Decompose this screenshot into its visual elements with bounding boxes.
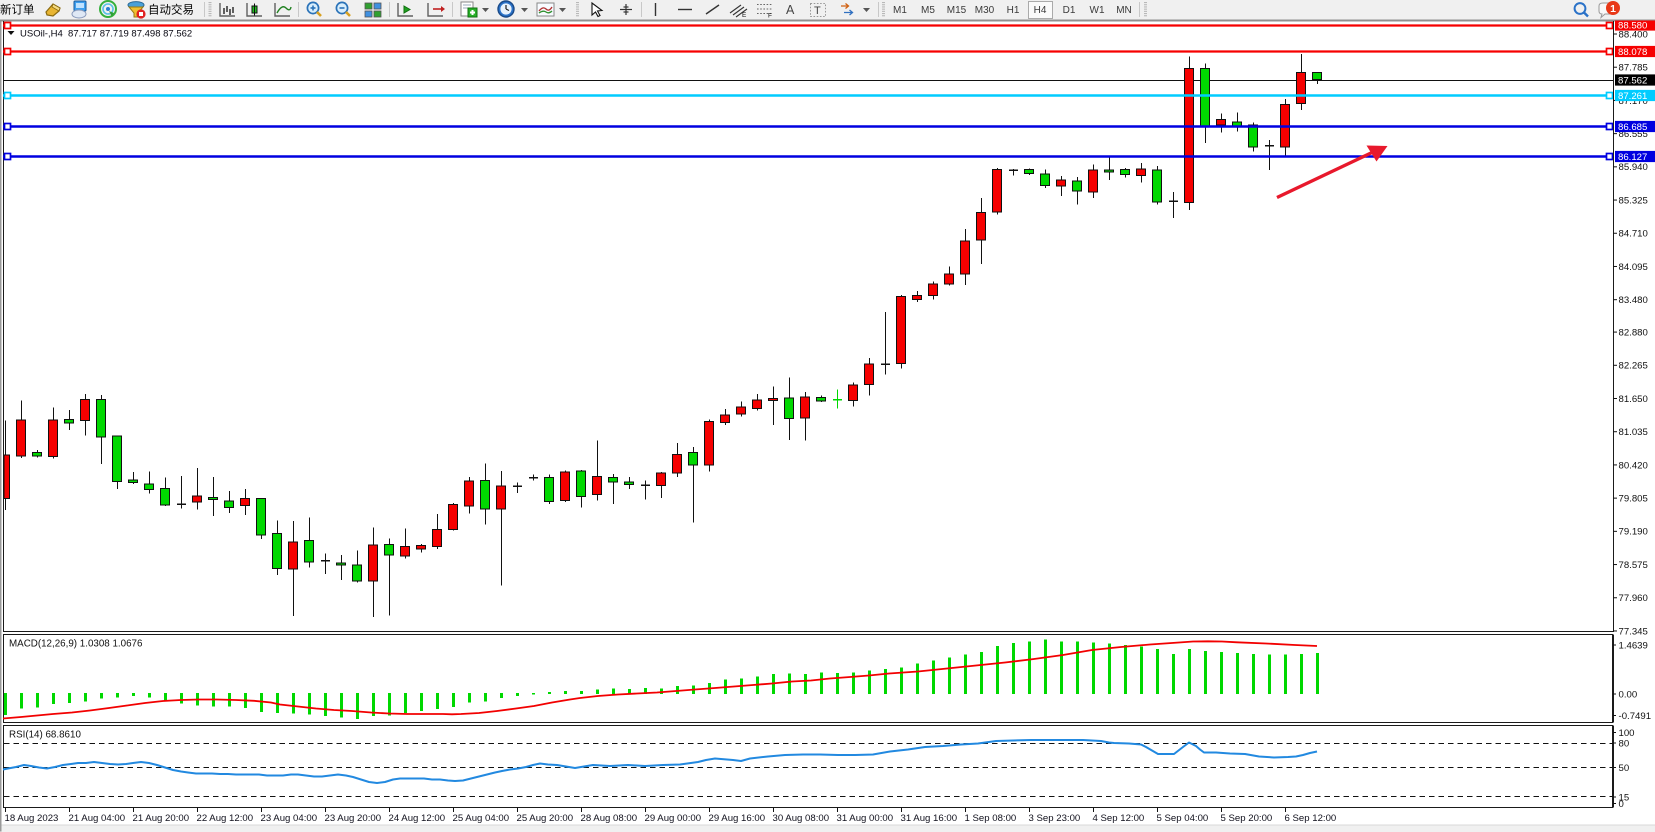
svg-text:M1: M1: [893, 5, 907, 16]
svg-text:6 Sep 12:00: 6 Sep 12:00: [1285, 813, 1337, 824]
svg-text:M30: M30: [975, 5, 995, 16]
svg-text:4 Sep 12:00: 4 Sep 12:00: [1093, 813, 1145, 824]
svg-text:H4: H4: [1034, 5, 1047, 16]
svg-text:RSI(14) 68.8610: RSI(14) 68.8610: [9, 730, 81, 741]
svg-text:30 Aug 08:00: 30 Aug 08:00: [773, 813, 830, 824]
svg-text:W1: W1: [1090, 5, 1105, 16]
svg-text:77.960: 77.960: [1619, 593, 1648, 604]
svg-text:81.035: 81.035: [1619, 427, 1648, 438]
svg-text:24 Aug 12:00: 24 Aug 12:00: [389, 813, 446, 824]
svg-text:88.400: 88.400: [1619, 29, 1648, 40]
svg-text:87.785: 87.785: [1619, 63, 1648, 74]
svg-text:88.580: 88.580: [1618, 21, 1647, 32]
svg-text:-0.7491: -0.7491: [1619, 711, 1652, 722]
svg-text:25 Aug 04:00: 25 Aug 04:00: [453, 813, 510, 824]
svg-text:H1: H1: [1007, 5, 1020, 16]
svg-text:87.562: 87.562: [1618, 76, 1647, 87]
svg-text:31 Aug 16:00: 31 Aug 16:00: [901, 813, 958, 824]
svg-text:86.127: 86.127: [1618, 152, 1647, 163]
svg-text:23 Aug 20:00: 23 Aug 20:00: [325, 813, 382, 824]
svg-text:MN: MN: [1116, 5, 1132, 16]
svg-text:82.880: 82.880: [1619, 327, 1648, 338]
svg-text:0.00: 0.00: [1619, 689, 1638, 700]
svg-text:5 Sep 04:00: 5 Sep 04:00: [1157, 813, 1209, 824]
svg-text:79.190: 79.190: [1619, 527, 1648, 538]
svg-text:D1: D1: [1063, 5, 1076, 16]
svg-text:自动交易: 自动交易: [148, 3, 194, 17]
svg-text:83.480: 83.480: [1619, 295, 1648, 306]
svg-text:80.420: 80.420: [1619, 460, 1648, 471]
svg-text:USOil-,H4 87.717 87.719 87.49: USOil-,H4 87.717 87.719 87.498 87.562: [20, 29, 192, 40]
svg-text:3 Sep 23:00: 3 Sep 23:00: [1029, 813, 1081, 824]
svg-text:18 Aug 2023: 18 Aug 2023: [5, 813, 59, 824]
svg-text:85.940: 85.940: [1619, 162, 1648, 173]
svg-text:28 Aug 08:00: 28 Aug 08:00: [581, 813, 638, 824]
svg-text:21 Aug 04:00: 21 Aug 04:00: [69, 813, 126, 824]
svg-text:29 Aug 16:00: 29 Aug 16:00: [709, 813, 766, 824]
svg-text:T: T: [814, 5, 821, 17]
svg-text:MACD(12,26,9) 1.0308 1.0676: MACD(12,26,9) 1.0308 1.0676: [9, 639, 143, 650]
svg-text:5 Sep 20:00: 5 Sep 20:00: [1221, 813, 1273, 824]
svg-text:A: A: [786, 3, 795, 17]
svg-text:82.265: 82.265: [1619, 361, 1648, 372]
svg-text:1.4639: 1.4639: [1619, 640, 1648, 651]
svg-text:86.555: 86.555: [1619, 129, 1648, 140]
svg-text:78.575: 78.575: [1619, 560, 1648, 571]
svg-text:F: F: [768, 13, 772, 20]
svg-text:31 Aug 00:00: 31 Aug 00:00: [837, 813, 894, 824]
svg-text:86.685: 86.685: [1618, 122, 1647, 133]
svg-text:M15: M15: [947, 5, 967, 16]
svg-text:79.805: 79.805: [1619, 494, 1648, 505]
svg-text:87.261: 87.261: [1618, 91, 1647, 102]
svg-text:新订单: 新订单: [0, 3, 35, 17]
svg-text:29 Aug 00:00: 29 Aug 00:00: [645, 813, 702, 824]
svg-text:85.325: 85.325: [1619, 195, 1648, 206]
svg-text:E: E: [742, 12, 747, 19]
svg-text:15: 15: [1619, 792, 1630, 803]
svg-text:1 Sep 08:00: 1 Sep 08:00: [965, 813, 1017, 824]
svg-text:84.710: 84.710: [1619, 229, 1648, 240]
svg-text:77.345: 77.345: [1619, 626, 1648, 637]
svg-text:84.095: 84.095: [1619, 262, 1648, 273]
svg-text:87.170: 87.170: [1619, 96, 1648, 107]
svg-text:22 Aug 12:00: 22 Aug 12:00: [197, 813, 254, 824]
svg-text:23 Aug 04:00: 23 Aug 04:00: [261, 813, 318, 824]
svg-text:88.078: 88.078: [1618, 47, 1647, 58]
svg-text:25 Aug 20:00: 25 Aug 20:00: [517, 813, 574, 824]
svg-text:100: 100: [1619, 728, 1635, 739]
svg-text:1: 1: [1610, 3, 1616, 15]
svg-text:50: 50: [1619, 763, 1630, 774]
svg-text:80: 80: [1619, 738, 1630, 749]
svg-text:81.650: 81.650: [1619, 394, 1648, 405]
svg-text:21 Aug 20:00: 21 Aug 20:00: [133, 813, 190, 824]
svg-text:M5: M5: [921, 5, 935, 16]
svg-text:0: 0: [1619, 799, 1624, 810]
